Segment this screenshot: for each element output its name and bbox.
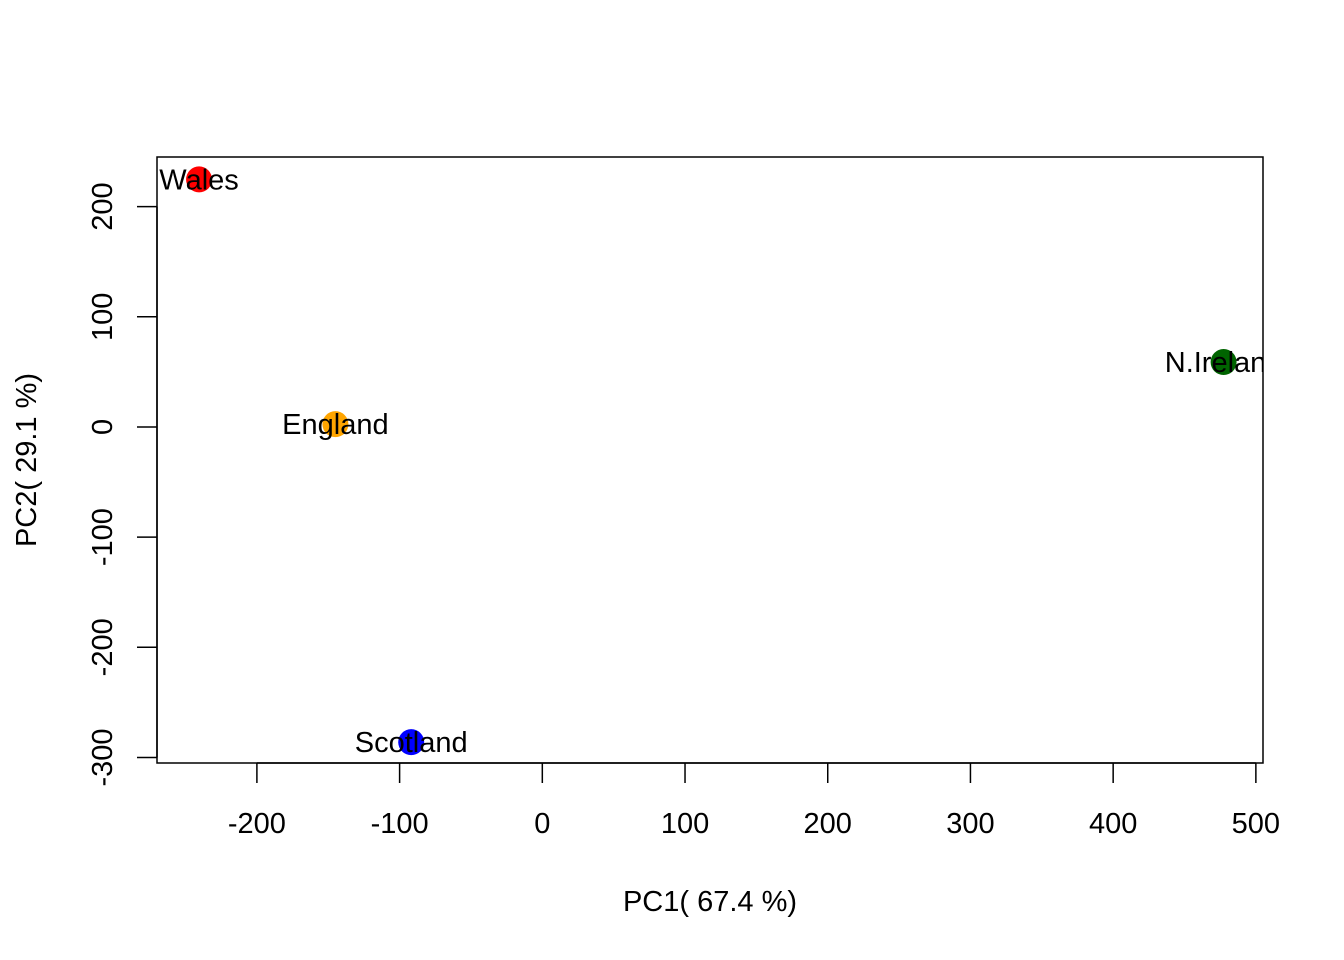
x-tick-label: 100 bbox=[661, 808, 709, 840]
data-point bbox=[322, 411, 349, 438]
y-tick-label: -100 bbox=[87, 508, 119, 566]
point-label: Wales bbox=[159, 164, 239, 196]
y-tick-label: 200 bbox=[87, 182, 119, 230]
x-axis: -200 -100 0 100 200 300 400 500 bbox=[228, 762, 1280, 840]
data-point bbox=[186, 166, 213, 193]
point-label: N.Ireland bbox=[1165, 347, 1283, 379]
point-label: England bbox=[282, 409, 388, 441]
x-tick-label: 200 bbox=[804, 808, 852, 840]
y-axis-title: PC2( 29.1 %) bbox=[11, 373, 43, 547]
data-points: England Wales Scotland N.Ireland bbox=[159, 164, 1283, 759]
plot-frame bbox=[156, 156, 1264, 764]
data-point bbox=[398, 729, 425, 756]
x-tick-label: 300 bbox=[946, 808, 994, 840]
data-point bbox=[1210, 349, 1237, 376]
x-tick-label: -100 bbox=[371, 808, 429, 840]
point-label: Scotland bbox=[355, 727, 468, 759]
y-tick-label: 100 bbox=[87, 293, 119, 341]
x-tick-label: 500 bbox=[1232, 808, 1280, 840]
x-axis-title: PC1( 67.4 %) bbox=[623, 886, 797, 918]
y-axis: -300 -200 -100 0 100 200 bbox=[87, 182, 158, 787]
y-tick-label: -200 bbox=[87, 618, 119, 676]
x-tick-label: 0 bbox=[534, 808, 550, 840]
y-tick-label: 0 bbox=[87, 419, 119, 435]
x-tick-label: -200 bbox=[228, 808, 286, 840]
x-tick-label: 400 bbox=[1089, 808, 1137, 840]
y-tick-label: -300 bbox=[87, 728, 119, 786]
